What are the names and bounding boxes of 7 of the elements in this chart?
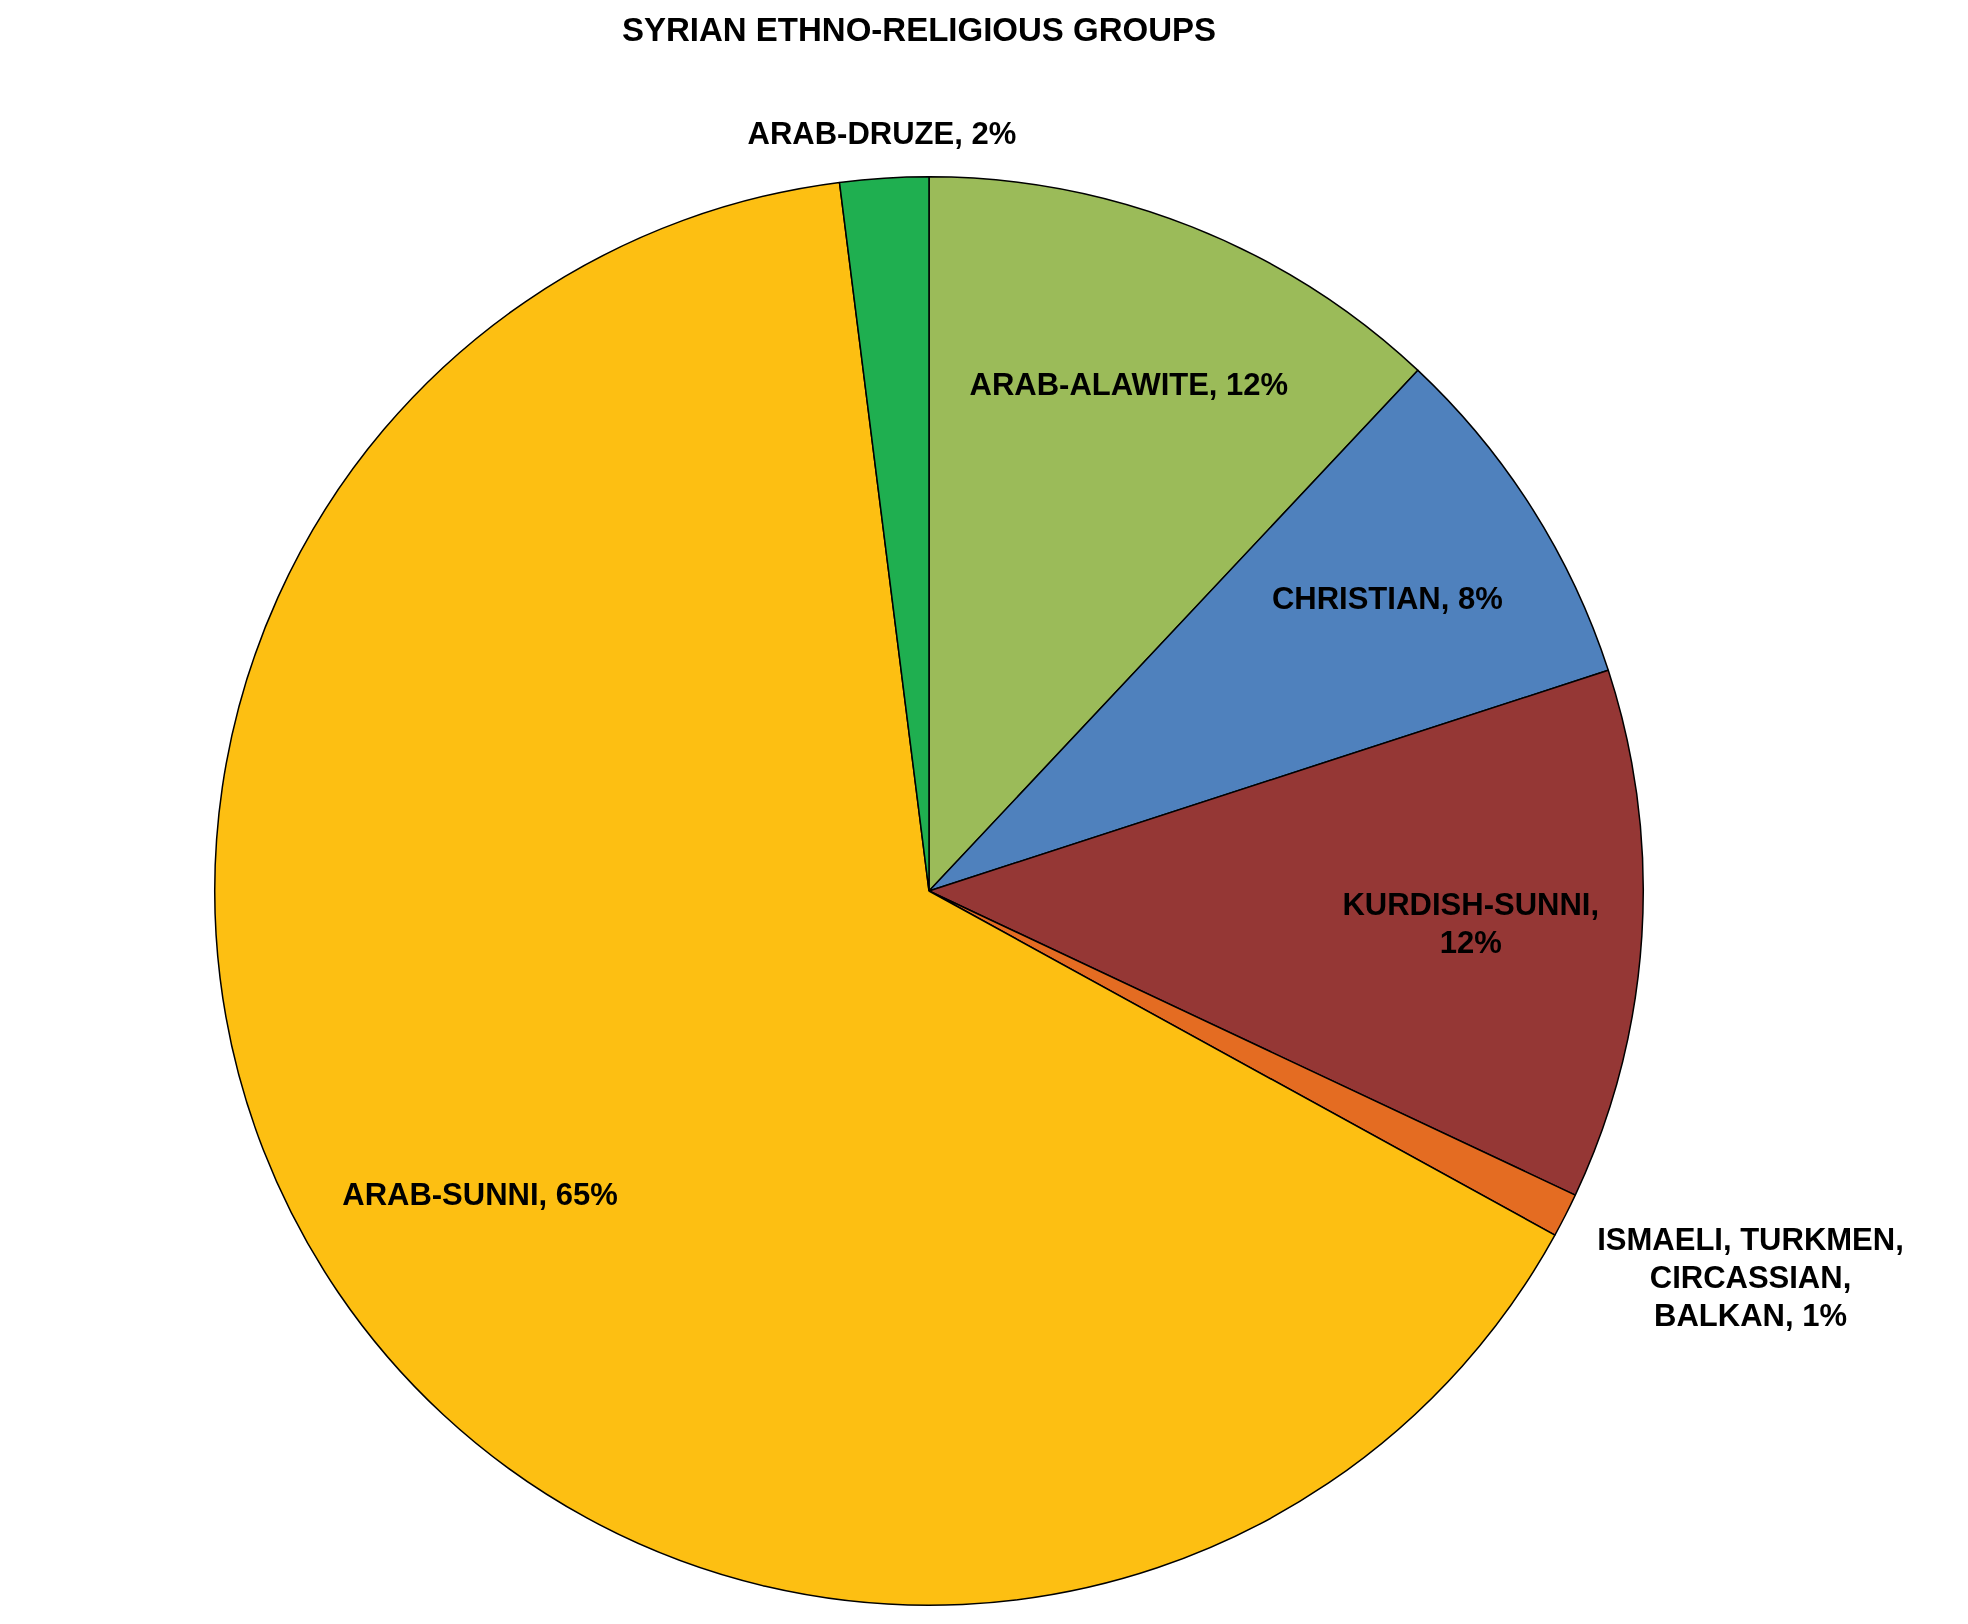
slice-label: ARAB-DRUZE, 2% [747, 116, 1017, 152]
slice-label: KURDISH-SUNNI, 12% [1342, 886, 1600, 960]
slice-label: ISMAELI, TURKMEN, CIRCASSIAN, BALKAN, 1% [1597, 1222, 1904, 1334]
slice-label: CHRISTIAN, 8% [1271, 580, 1503, 616]
chart-title: SYRIAN ETHNO-RELIGIOUS GROUPS [621, 11, 1217, 49]
slice-label: ARAB-ALAWITE, 12% [969, 366, 1289, 402]
slice-label: ARAB-SUNNI, 65% [342, 1176, 618, 1212]
